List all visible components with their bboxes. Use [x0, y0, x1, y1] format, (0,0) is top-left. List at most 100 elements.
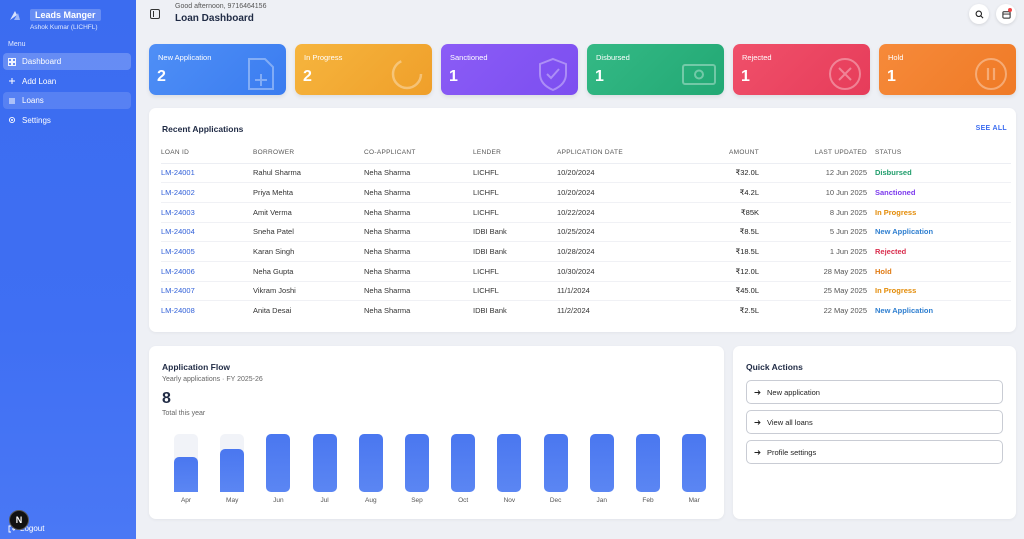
stat-label: Hold — [888, 53, 904, 62]
brand: Leads Manger Ashok Kumar (LICHFL) — [8, 5, 101, 31]
table-row[interactable]: LM-24003 Amit Verma Neha Sharma LICHFL 1… — [161, 202, 1011, 223]
column-header: STATUS — [867, 143, 1011, 164]
bar-label: Jun — [273, 497, 284, 504]
bar-track — [497, 434, 522, 492]
shield-check-icon — [539, 57, 567, 92]
stat-value: 2 — [157, 68, 166, 85]
column-header: AMOUNT — [677, 143, 759, 164]
sidebar-item-dashboard[interactable]: Dashboard — [3, 53, 131, 70]
bar-mar[interactable] — [682, 434, 707, 492]
loan-id-link[interactable]: LM-24007 — [161, 281, 253, 302]
co-applicant-cell: Neha Sharma — [364, 163, 473, 184]
table-row[interactable]: LM-24001 Rahul Sharma Neha Sharma LICHFL… — [161, 163, 1011, 184]
stat-card-hold[interactable]: Hold 1 — [879, 44, 1016, 95]
loan-id-link[interactable]: LM-24002 — [161, 182, 253, 203]
column-header: CO-APPLICANT — [364, 143, 473, 164]
sidebar-item-add-loan[interactable]: Add Loan — [3, 73, 131, 90]
loan-id-link[interactable]: LM-24003 — [161, 202, 253, 223]
table-row[interactable]: LM-24005 Karan Singh Neha Sharma IDBI Ba… — [161, 241, 1011, 262]
stat-card-in-progress[interactable]: In Progress 2 — [295, 44, 432, 95]
stat-card-disbursed[interactable]: Disbursed 1 — [587, 44, 724, 95]
co-applicant-cell: Neha Sharma — [364, 306, 411, 316]
sidebar-nav: Dashboard Add Loan Loans Settings — [3, 53, 131, 131]
amount-cell: ₹2.5L — [739, 306, 759, 316]
loan-id-link[interactable]: LM-24004 — [161, 222, 253, 243]
bar-sep[interactable] — [405, 434, 429, 492]
co-applicant-cell: Neha Sharma — [364, 202, 473, 223]
user-name: Ashok Kumar (LICHFL) — [30, 24, 98, 31]
column-header: LOAN ID — [161, 143, 253, 164]
bar-jun[interactable] — [266, 434, 291, 492]
bar-dec[interactable] — [543, 434, 568, 492]
borrower-cell: Anita Desai — [253, 306, 292, 316]
sidebar-toggle-icon[interactable] — [150, 9, 160, 19]
amount-cell: ₹32.0L — [677, 163, 759, 184]
table-row[interactable]: LM-24008 Anita Desai Neha Sharma IDBI Ba… — [161, 301, 1011, 321]
bar-label: Apr — [180, 497, 192, 504]
column-header: LENDER — [473, 143, 557, 164]
bar-label: Nov — [503, 497, 516, 504]
cash-icon — [682, 64, 716, 85]
bar-track — [682, 434, 707, 492]
lender-cell: LICHFL — [473, 182, 557, 203]
quick-action-label: Profile settings — [767, 447, 817, 457]
plus-icon — [9, 78, 15, 84]
stat-card-rejected[interactable]: Rejected 1 — [733, 44, 870, 95]
new-application-button[interactable]: New application — [746, 380, 1003, 404]
application-date-cell: 10/20/2024 — [557, 182, 677, 203]
last-updated-cell: 8 Jun 2025 — [759, 202, 867, 223]
last-updated-cell: 28 May 2025 — [759, 261, 867, 282]
app-title: Leads Manger — [30, 9, 101, 21]
bar-feb[interactable] — [636, 434, 660, 492]
borrower-cell: Rahul Sharma — [253, 163, 364, 184]
x-circle-icon — [829, 58, 861, 90]
dev-badge[interactable]: N — [9, 510, 29, 530]
last-updated-cell: 10 Jun 2025 — [759, 182, 867, 203]
bar-oct[interactable] — [451, 434, 476, 492]
application-date-cell: 10/30/2024 — [557, 261, 677, 282]
co-applicant-cell: Neha Sharma — [364, 281, 473, 302]
notification-dot — [1008, 8, 1012, 12]
sidebar-item-loans[interactable]: Loans — [3, 92, 131, 109]
arrow-right-icon — [754, 419, 761, 425]
page-title: Loan Dashboard — [175, 13, 254, 24]
quick-actions-title: Quick Actions — [746, 362, 803, 372]
application-flow-subtitle: Yearly applications · FY 2025-26 — [162, 376, 263, 383]
stat-label: Rejected — [742, 53, 772, 62]
table-row[interactable]: LM-24004 Sneha Patel Neha Sharma IDBI Ba… — [161, 222, 1011, 243]
profile-settings-button[interactable]: Profile settings — [746, 440, 1003, 464]
recent-applications-title: Recent Applications — [162, 124, 244, 134]
table-row[interactable]: LM-24006 Neha Gupta Neha Sharma LICHFL 1… — [161, 261, 1011, 282]
total-applications: 8 — [162, 390, 171, 407]
stat-card-sanctioned[interactable]: Sanctioned 1 — [441, 44, 578, 95]
lender-cell: LICHFL — [473, 163, 557, 184]
loan-id-link[interactable]: LM-24005 — [161, 241, 253, 262]
sidebar-item-settings[interactable]: Settings — [3, 112, 131, 129]
notifications-button[interactable] — [996, 4, 1016, 24]
table-row[interactable]: LM-24007 Vikram Joshi Neha Sharma LICHFL… — [161, 281, 1011, 302]
stat-card-new-application[interactable]: New Application 2 — [149, 44, 286, 95]
application-date-cell: 11/2/2024 — [557, 306, 590, 316]
bar-label: Aug — [365, 497, 377, 504]
loan-id-link[interactable]: LM-24006 — [161, 261, 253, 282]
menu-label: Menu — [8, 41, 26, 48]
bar-nov[interactable] — [497, 434, 522, 492]
bar-may[interactable] — [220, 448, 245, 492]
borrower-cell: Sneha Patel — [253, 222, 364, 243]
quick-action-label: View all loans — [767, 417, 813, 427]
status-badge: Sanctioned — [867, 182, 1011, 203]
bar-jan[interactable] — [589, 434, 614, 492]
sidebar-item-label: Loans — [22, 96, 44, 105]
bar-aug[interactable] — [358, 434, 383, 492]
lender-cell: IDBI Bank — [473, 241, 557, 262]
search-button[interactable] — [969, 4, 989, 24]
amount-cell: ₹4.2L — [677, 182, 759, 203]
loan-id-link[interactable]: LM-24008 — [161, 306, 195, 316]
loan-id-link[interactable]: LM-24001 — [161, 163, 253, 184]
bar-apr[interactable] — [174, 457, 198, 492]
table-row[interactable]: LM-24002 Priya Mehta Neha Sharma LICHFL … — [161, 182, 1011, 203]
view-all-loans-button[interactable]: View all loans — [746, 410, 1003, 434]
file-plus-icon — [248, 58, 274, 90]
see-all-link[interactable]: SEE ALL — [975, 125, 1007, 132]
bar-jul[interactable] — [312, 434, 337, 492]
